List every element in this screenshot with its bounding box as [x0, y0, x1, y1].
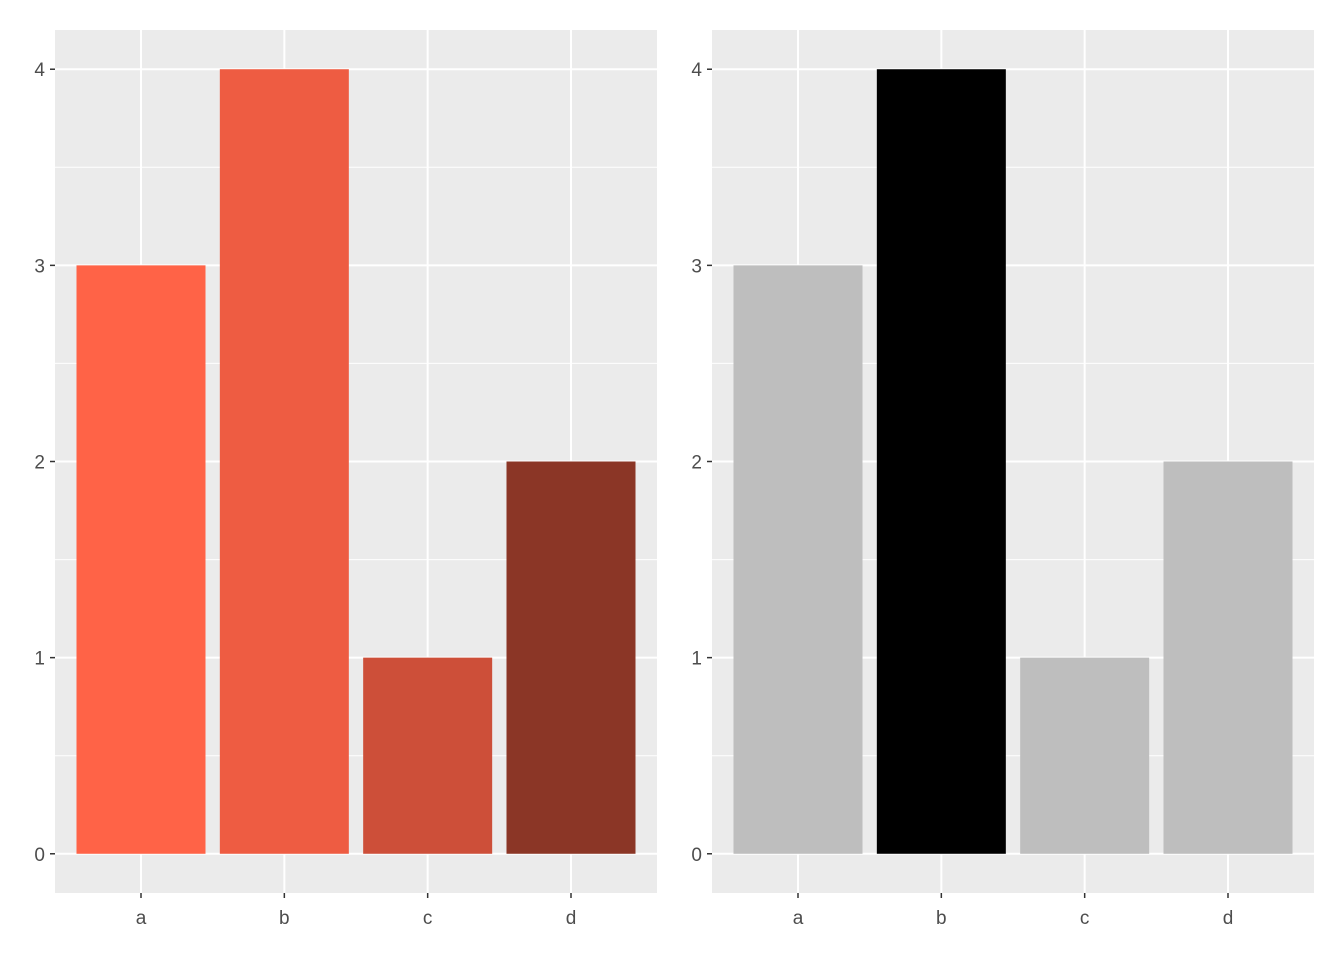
- x-tick-label-right-c: c: [1080, 908, 1090, 929]
- x-tick-label-left-b: b: [279, 908, 290, 929]
- bar-left-c: [363, 657, 493, 854]
- y-tick-label-left-2: 2: [34, 453, 45, 474]
- y-tick-label-left-1: 1: [34, 649, 45, 670]
- y-tick-label-right-4: 4: [691, 60, 702, 81]
- bar-right-c: [1020, 657, 1150, 854]
- chart-right: 0 1 2 3 4 a b c d: [691, 30, 1314, 929]
- y-tick-label-right-1: 1: [691, 649, 702, 670]
- bar-left-a: [76, 265, 206, 854]
- bar-right-d: [1163, 461, 1293, 854]
- x-tick-label-right-d: d: [1223, 908, 1234, 929]
- bar-left-b: [219, 69, 349, 854]
- y-tick-label-left-4: 4: [34, 60, 45, 81]
- bar-left-d: [506, 461, 636, 854]
- y-tick-label-right-0: 0: [691, 845, 702, 866]
- y-tick-label-right-3: 3: [691, 256, 702, 277]
- y-tick-label-left-0: 0: [34, 845, 45, 866]
- chart-left: 0 1 2 3 4 a b c d: [34, 30, 657, 929]
- x-tick-label-left-d: d: [566, 908, 577, 929]
- bar-right-b: [876, 69, 1006, 854]
- bar-right-a: [733, 265, 863, 854]
- y-tick-label-right-2: 2: [691, 453, 702, 474]
- x-tick-label-left-c: c: [423, 908, 433, 929]
- y-tick-label-left-3: 3: [34, 256, 45, 277]
- x-tick-label-right-b: b: [936, 908, 947, 929]
- x-tick-label-left-a: a: [136, 908, 147, 929]
- x-tick-label-right-a: a: [793, 908, 804, 929]
